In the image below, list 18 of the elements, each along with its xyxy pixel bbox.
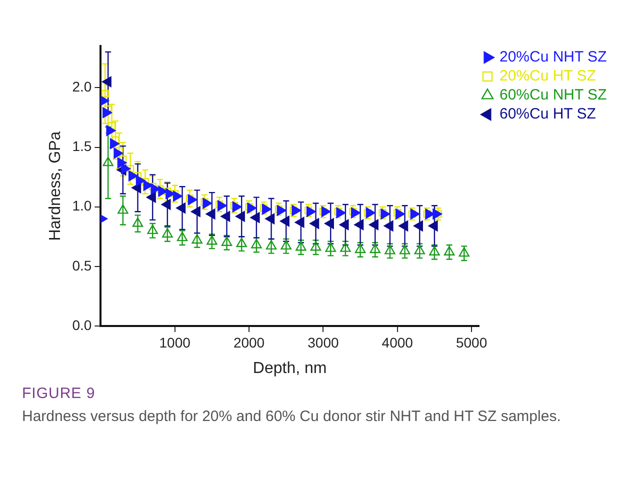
x-tick-label: 4000 — [382, 334, 414, 350]
x-tick-label: 3000 — [308, 334, 339, 350]
y-tick-label: 0.5 — [72, 257, 92, 274]
x-tick-label: 5000 — [456, 334, 488, 350]
x-tick-label: 1000 — [159, 334, 191, 350]
x-axis-title: Depth, nm — [252, 360, 327, 377]
y-tick-label: 1.0 — [72, 198, 92, 214]
legend-label: 60%Cu HT SZ — [499, 106, 596, 123]
text: Hardness versus depth for 20% and 60% Cu donor stir NHT and HT SZ samples. — [22, 407, 562, 427]
y-tick-label: 0.0 — [72, 316, 92, 333]
y-tick-label: 2.0 — [72, 78, 92, 95]
caption: FIGURE 9 — [22, 385, 96, 402]
y-axis-title: Hardness, GPa — [47, 131, 64, 241]
y-tick-label: 1.5 — [72, 138, 92, 154]
legend-label: 20%Cu NHT SZ — [499, 48, 607, 66]
x-tick-label: 2000 — [233, 334, 265, 350]
legend-label: 20%Cu HT SZ — [499, 68, 596, 85]
legend-label: 60%Cu NHT SZ — [499, 86, 607, 104]
